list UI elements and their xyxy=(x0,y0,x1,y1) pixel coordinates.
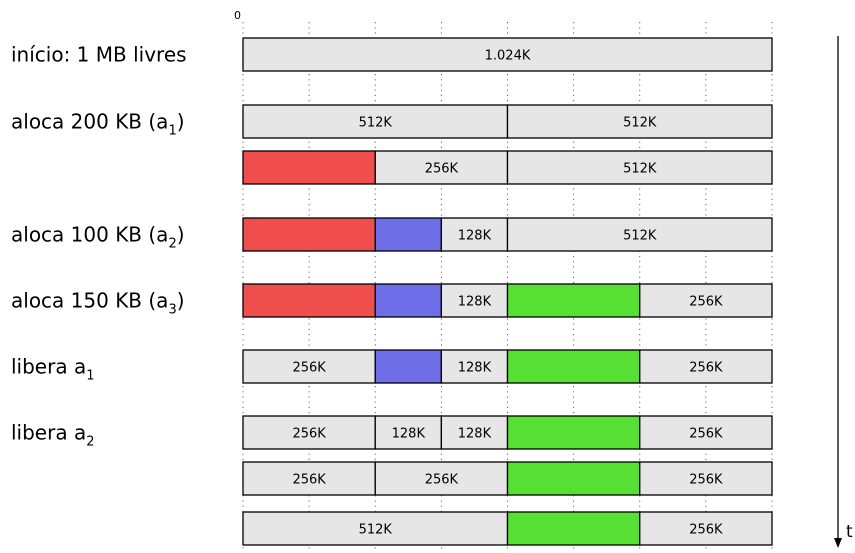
free-block xyxy=(242,349,376,384)
time-axis: t xyxy=(834,36,853,548)
block-size-label: 256K xyxy=(292,361,326,376)
allocated-block-a1 xyxy=(242,217,376,252)
step-label: aloca 150 KB (a3) xyxy=(11,289,185,318)
free-block xyxy=(242,104,509,139)
allocated-block-a3 xyxy=(506,349,641,384)
free-block xyxy=(639,511,773,546)
free-block xyxy=(242,511,509,546)
block-size-label: 256K xyxy=(292,427,326,442)
block-size-label: 256K xyxy=(689,427,723,442)
free-block xyxy=(506,217,773,252)
block-size-label: 256K xyxy=(689,473,723,488)
block-size-label: 256K xyxy=(425,162,459,177)
block-size-label: 128K xyxy=(458,361,492,376)
allocated-block-a3 xyxy=(506,511,641,546)
memory-row: 256K 256K 256K xyxy=(242,461,773,496)
step-label: aloca 100 KB (a2) xyxy=(11,223,185,252)
free-block xyxy=(440,217,509,252)
step-label: libera a2 xyxy=(11,421,95,450)
free-block xyxy=(639,349,773,384)
free-block xyxy=(506,104,773,139)
free-block xyxy=(374,415,443,450)
block-size-label: 256K xyxy=(689,361,723,376)
memory-row: 128K 256K xyxy=(242,283,773,318)
block-size-label: 128K xyxy=(458,427,492,442)
block-size-label: 512K xyxy=(623,116,657,131)
memory-row: 256K 128K 256K xyxy=(242,349,773,384)
block-size-label: 512K xyxy=(359,116,393,131)
free-block xyxy=(440,283,509,318)
time-axis-label: t xyxy=(846,522,853,542)
free-block xyxy=(639,461,773,496)
free-block xyxy=(374,461,509,496)
allocated-block-a3 xyxy=(506,415,641,450)
step-label: libera a1 xyxy=(11,355,95,384)
allocated-block-a2 xyxy=(374,283,443,318)
allocated-block-a3 xyxy=(506,283,641,318)
time-axis-arrowhead xyxy=(834,538,842,548)
block-size-label: 256K xyxy=(689,523,723,538)
free-block xyxy=(506,150,773,185)
free-block xyxy=(242,415,376,450)
free-block xyxy=(242,37,773,72)
scale-origin-label: 0 xyxy=(234,9,241,22)
step-labels: início: 1 MB livres aloca 200 KB (a1) aloc… xyxy=(11,43,187,450)
allocated-block-a3 xyxy=(506,461,641,496)
allocated-block-a1 xyxy=(242,150,376,185)
block-size-label: 512K xyxy=(359,523,393,538)
allocated-block-a2 xyxy=(374,217,443,252)
free-block xyxy=(639,283,773,318)
memory-row: 256K 128K 128K 256K xyxy=(242,415,773,450)
memory-row: 128K 512K xyxy=(242,217,773,252)
block-size-label: 128K xyxy=(458,229,492,244)
step-label: início: 1 MB livres xyxy=(11,43,187,67)
free-block xyxy=(242,461,376,496)
block-size-label: 128K xyxy=(392,427,426,442)
block-size-label: 512K xyxy=(623,229,657,244)
block-size-label: 128K xyxy=(458,295,492,310)
allocated-block-a1 xyxy=(242,283,376,318)
block-size-label: 1.024K xyxy=(485,49,531,64)
step-label: aloca 200 KB (a1) xyxy=(11,110,185,139)
block-size-label: 256K xyxy=(292,473,326,488)
block-size-label: 256K xyxy=(425,473,459,488)
memory-row: 256K 512K xyxy=(242,150,773,185)
memory-row: 1.024K xyxy=(242,37,773,72)
memory-row: 512K 512K xyxy=(242,104,773,139)
block-size-label: 512K xyxy=(623,162,657,177)
block-size-label: 256K xyxy=(689,295,723,310)
free-block xyxy=(639,415,773,450)
memory-row: 512K 256K xyxy=(242,511,773,546)
allocated-block-a2 xyxy=(374,349,443,384)
